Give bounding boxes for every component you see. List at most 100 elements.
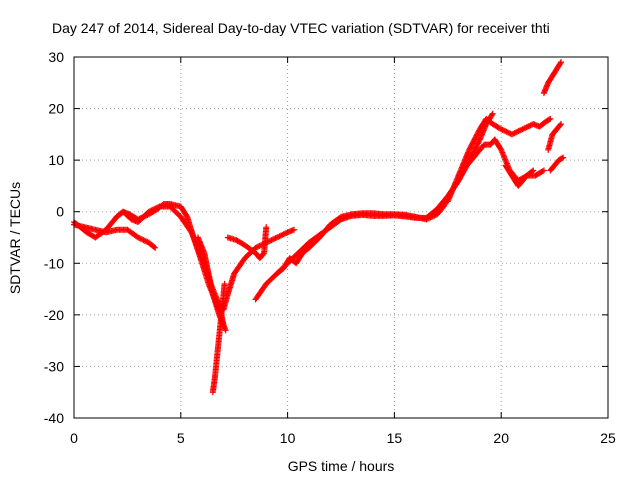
grid-lines (74, 57, 608, 418)
x-tick-label: 20 (493, 430, 509, 446)
data-point-arc-3 (147, 208, 154, 215)
data-point-arc-3 (255, 243, 262, 250)
y-tick-label: -40 (44, 410, 64, 426)
data-point-arc-3 (145, 208, 152, 215)
data-point-arc-3 (153, 204, 160, 211)
y-tick-label: 0 (56, 204, 64, 220)
data-point-arc-3 (277, 232, 284, 239)
y-axis-label: SDTVAR / TECUs (7, 182, 23, 294)
data-point-arc-9 (502, 128, 509, 135)
x-tick-label: 15 (387, 430, 403, 446)
data-point-arc-9 (506, 130, 513, 137)
data-point-arc-13 (559, 155, 566, 162)
data-point-arc-9 (519, 126, 526, 133)
data-point-arc-3 (268, 237, 275, 244)
data-point-arc-7 (488, 111, 495, 118)
data-point-arc-2 (139, 236, 146, 243)
data-point-arc-3 (252, 244, 259, 251)
data-markers (71, 59, 567, 396)
data-point-arc-8 (424, 215, 431, 222)
x-tick-labels: 0 5 10 15 20 25 (70, 430, 616, 446)
data-point-arc-5 (221, 280, 228, 287)
data-point-arc-9 (522, 124, 529, 131)
data-point-arc-3 (273, 234, 280, 241)
y-tick-label: 10 (48, 152, 64, 168)
data-point-arc-9 (504, 129, 511, 136)
data-point-arc-9 (547, 115, 554, 122)
data-point-arc-8 (430, 213, 437, 220)
data-point-arc-8 (428, 213, 435, 220)
x-tick-label: 5 (177, 430, 185, 446)
data-point-arc-11 (557, 60, 564, 67)
data-point-arc-6 (263, 224, 270, 231)
data-point-arc-9 (499, 126, 506, 133)
data-point-arc-8 (426, 215, 433, 222)
data-point-arc-9 (503, 128, 510, 135)
y-tick-labels: -40 -30 -20 -10 0 10 20 30 (44, 49, 64, 426)
plot-frame (73, 56, 609, 419)
data-point-arc-3 (149, 206, 156, 213)
data-point-arc-8 (423, 216, 430, 223)
data-point-arc-9 (526, 122, 533, 129)
data-point-arc-2 (140, 237, 147, 244)
x-tick-label: 10 (280, 430, 296, 446)
chart-title: Day 247 of 2014, Sidereal Day-to-day VTE… (52, 20, 550, 36)
data-point-arc-9 (510, 130, 517, 137)
y-tick-label: 20 (48, 101, 64, 117)
data-point-arc-8 (431, 212, 438, 219)
data-point-arc-8 (540, 167, 547, 174)
data-point-arc-9 (527, 122, 534, 129)
data-point-arc-1 (222, 327, 229, 334)
data-point-arc-11 (558, 59, 565, 66)
data-point-arc-9 (546, 116, 553, 123)
data-point-arc-12 (557, 122, 564, 129)
data-point-arc-9 (518, 126, 525, 133)
data-point-arc-2 (137, 235, 144, 242)
data-point-arc-9 (515, 128, 522, 135)
data-point-arc-9 (523, 124, 530, 131)
data-point-arc-3 (256, 242, 263, 249)
data-point-arc-3 (155, 204, 162, 211)
y-tick-label: -20 (44, 307, 64, 323)
data-point-arc-9 (498, 126, 505, 133)
data-point-arc-3 (281, 230, 288, 237)
data-point-arc-3 (253, 244, 260, 251)
y-tick-label: 30 (48, 49, 64, 65)
data-point-arc-3 (271, 235, 278, 242)
data-point-arc-13 (560, 154, 567, 161)
data-point-arc-9 (511, 130, 518, 137)
data-point-arc-9 (508, 131, 515, 138)
data-point-arc-3 (283, 229, 290, 236)
y-tick-label: -10 (44, 255, 64, 271)
x-axis-label: GPS time / hours (288, 458, 395, 474)
data-point-arc-2 (143, 238, 150, 245)
data-point-arc-9 (516, 127, 523, 134)
data-point-arc-9 (520, 125, 527, 132)
data-point-arc-7 (489, 110, 496, 117)
data-point-arc-3 (267, 237, 274, 244)
x-tick-label: 25 (600, 430, 616, 446)
data-point-arc-3 (148, 207, 155, 214)
data-point-arc-10 (529, 168, 536, 175)
y-tick-label: -30 (44, 358, 64, 374)
data-point-arc-2 (152, 244, 159, 251)
data-point-arc-9 (514, 128, 521, 135)
data-point-arc-8 (539, 168, 546, 175)
data-point-arc-2 (151, 243, 158, 250)
data-point-arc-10 (530, 167, 537, 174)
data-point-arc-2 (136, 235, 143, 242)
data-point-arc-2 (135, 234, 142, 241)
data-point-arc-3 (280, 231, 287, 238)
data-point-arc-3 (272, 235, 279, 242)
data-point-arc-3 (152, 205, 159, 212)
data-point-arc-12 (558, 121, 565, 128)
data-point-arc-3 (276, 233, 283, 240)
x-tick-label: 0 (70, 430, 78, 446)
data-point-arc-9 (500, 127, 507, 134)
data-point-arc-3 (279, 231, 286, 238)
data-point-arc-9 (524, 123, 531, 130)
data-point-arc-3 (291, 226, 298, 233)
data-point-arc-3 (151, 206, 158, 213)
data-point-arc-3 (275, 233, 282, 240)
